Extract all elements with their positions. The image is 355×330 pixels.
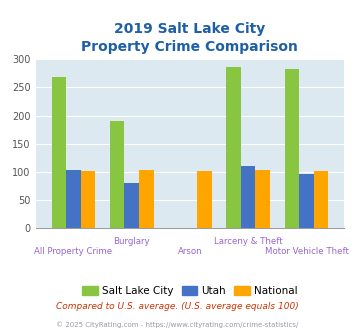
- Bar: [81, 171, 95, 228]
- Bar: [241, 166, 256, 228]
- Bar: [139, 171, 153, 228]
- Text: All Property Crime: All Property Crime: [34, 247, 113, 256]
- Text: Motor Vehicle Theft: Motor Vehicle Theft: [264, 247, 348, 256]
- Text: Compared to U.S. average. (U.S. average equals 100): Compared to U.S. average. (U.S. average …: [56, 302, 299, 311]
- Bar: [66, 170, 81, 228]
- Bar: [124, 183, 139, 228]
- Bar: [51, 77, 66, 228]
- Text: Arson: Arson: [178, 247, 202, 256]
- Bar: [226, 67, 241, 228]
- Legend: Salt Lake City, Utah, National: Salt Lake City, Utah, National: [78, 282, 302, 300]
- Bar: [299, 174, 314, 228]
- Bar: [256, 171, 270, 228]
- Bar: [110, 121, 124, 228]
- Title: 2019 Salt Lake City
Property Crime Comparison: 2019 Salt Lake City Property Crime Compa…: [82, 22, 298, 54]
- Text: Burglary: Burglary: [113, 237, 150, 246]
- Text: © 2025 CityRating.com - https://www.cityrating.com/crime-statistics/: © 2025 CityRating.com - https://www.city…: [56, 322, 299, 328]
- Bar: [285, 69, 299, 228]
- Bar: [314, 171, 328, 228]
- Bar: [197, 171, 212, 228]
- Text: Larceny & Theft: Larceny & Theft: [214, 237, 283, 246]
